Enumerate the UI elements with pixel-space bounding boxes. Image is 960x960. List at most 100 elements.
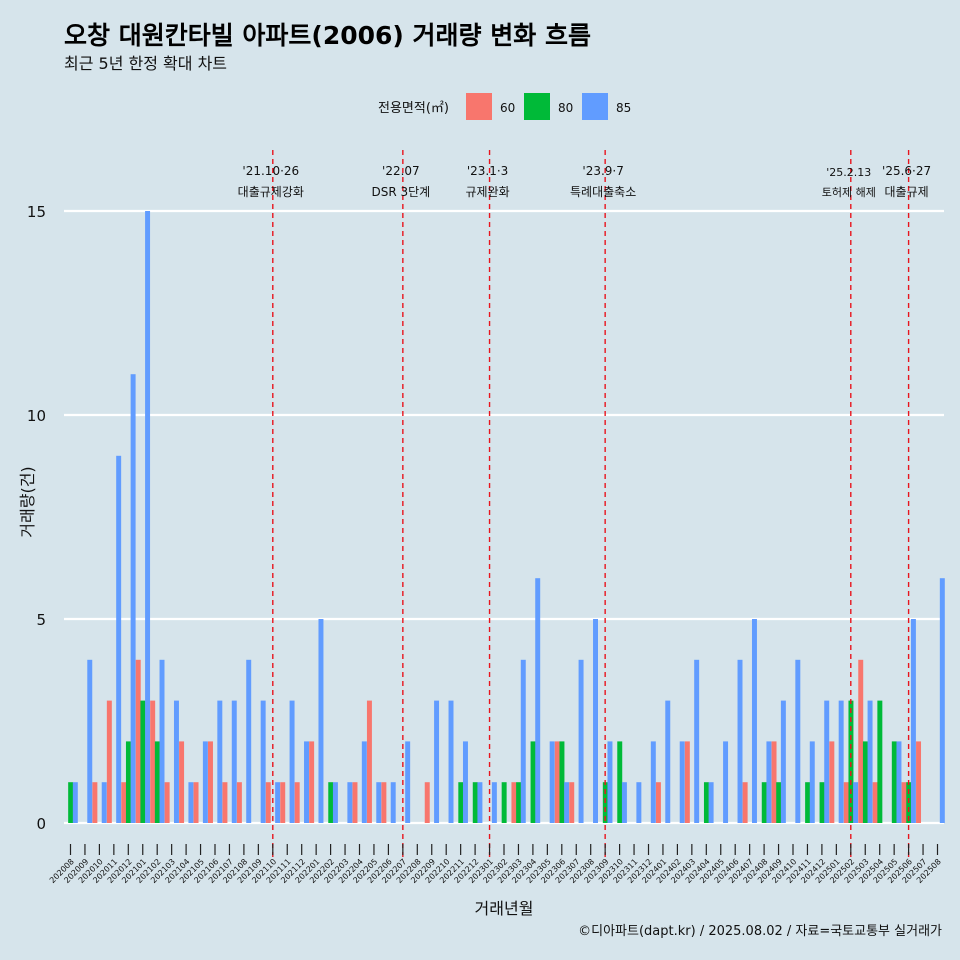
- gridlines: [64, 209, 944, 825]
- bar-202106-60: [208, 741, 213, 823]
- bar-202304-85: [535, 578, 541, 823]
- bars: [68, 211, 945, 823]
- bar-202201-85: [318, 619, 324, 823]
- bar-202506-60: [901, 782, 907, 823]
- bar-202110-85: [275, 782, 281, 823]
- legend-swatch-80: [524, 93, 550, 120]
- y-tick-label-0: 0: [36, 815, 46, 833]
- bar-202211-80: [458, 782, 464, 823]
- bar-202105-85: [202, 741, 208, 823]
- bar-202306-85: [564, 782, 570, 823]
- bar-202210-85: [448, 700, 454, 823]
- bar-202310-85: [621, 782, 627, 823]
- caption: ©디아파트(dapt.kr) / 2025.08.02 / 자료=국토교통부 실…: [578, 924, 942, 939]
- bar-202012-80: [125, 741, 131, 823]
- chart-title: 오창 대원칸타빌 아파트(2006) 거래량 변화 흐름: [64, 21, 591, 50]
- bar-202201-60: [309, 741, 315, 823]
- bar-202105-60: [193, 782, 199, 823]
- event-label-202309: 특례대출축소: [570, 185, 636, 199]
- bar-202202-85: [332, 782, 338, 823]
- bar-202503-80: [862, 741, 868, 823]
- bar-202102-60: [150, 700, 156, 823]
- bar-202302-80: [501, 782, 507, 823]
- bar-202110-60: [265, 782, 271, 823]
- bar-202202-80: [328, 782, 334, 823]
- bar-202107-60: [222, 782, 228, 823]
- bar-202103-85: [173, 700, 179, 823]
- bar-202503-60: [858, 659, 864, 823]
- y-tick-label-15: 15: [27, 203, 46, 221]
- bar-202209-60: [424, 782, 430, 823]
- bar-202205-85: [376, 782, 382, 823]
- chart-subtitle: 최근 5년 한정 확대 차트: [64, 54, 227, 73]
- legend-label-85: 85: [616, 101, 631, 115]
- bar-202401-60: [655, 782, 661, 823]
- bar-202305-85: [549, 741, 555, 823]
- event-date-202110: '21.10·26: [242, 164, 299, 178]
- bar-202306-80: [559, 741, 565, 823]
- bar-202112-60: [294, 782, 300, 823]
- bar-202508-85: [939, 578, 945, 823]
- bar-202012-85: [130, 374, 136, 823]
- bar-202502-85: [853, 782, 859, 823]
- x-axis: 2020082020092020102020112020122021012021…: [48, 844, 943, 885]
- bar-202101-60: [135, 659, 141, 823]
- bar-202204-60: [352, 782, 358, 823]
- event-date-202309: '23.9·7: [582, 164, 623, 178]
- bar-202403-85: [694, 659, 700, 823]
- bar-202209-85: [434, 700, 440, 823]
- bar-202109-85: [260, 700, 266, 823]
- bar-202212-85: [477, 782, 483, 823]
- bar-202008-85: [72, 782, 78, 823]
- bar-202211-85: [462, 741, 468, 823]
- bar-202408-85: [766, 741, 772, 823]
- bar-202505-85: [896, 741, 902, 823]
- bar-202307-85: [578, 659, 584, 823]
- bar-202503-85: [867, 700, 873, 823]
- bar-202203-85: [347, 782, 353, 823]
- bar-202408-80: [761, 782, 767, 823]
- bar-202303-80: [516, 782, 522, 823]
- bar-202502-80: [848, 700, 854, 823]
- event-label-202506: 대출규제: [885, 185, 929, 199]
- bar-202506-85: [910, 619, 916, 823]
- bar-202401-85: [665, 700, 671, 823]
- bar-202410-85: [795, 659, 801, 823]
- bar-202307-60: [569, 782, 575, 823]
- bar-202504-60: [872, 782, 878, 823]
- bar-202310-80: [617, 741, 623, 823]
- bar-202010-85: [101, 782, 107, 823]
- bar-202412-80: [819, 782, 825, 823]
- legend-title: 전용면적(㎡): [378, 101, 449, 116]
- bar-202407-85: [751, 619, 757, 823]
- event-annotations: '21.10·26 대출규제강화 '22.07 DSR 3단계 '23.1·3 규제완화 '…: [238, 164, 931, 199]
- y-axis-title: 거래량(건): [18, 466, 37, 537]
- bar-202012-60: [121, 782, 127, 823]
- bar-202303-85: [520, 659, 526, 823]
- bar-202111-85: [289, 700, 295, 823]
- bar-202104-60: [179, 741, 185, 823]
- bar-202411-85: [809, 741, 815, 823]
- bar-202205-60: [366, 700, 372, 823]
- bar-202403-60: [684, 741, 690, 823]
- bar-202206-85: [390, 782, 396, 823]
- bar-202404-80: [703, 782, 709, 823]
- bar-202102-80: [154, 741, 160, 823]
- bar-202010-60: [92, 782, 98, 823]
- bar-202501-85: [838, 700, 844, 823]
- event-date-202502: '25.2.13: [826, 166, 871, 179]
- bar-202407-60: [742, 782, 748, 823]
- event-date-202207: '22.07: [382, 164, 420, 178]
- bar-202311-85: [636, 782, 642, 823]
- y-tick-label-10: 10: [27, 407, 46, 425]
- bar-202306-60: [554, 741, 560, 823]
- bar-202303-60: [511, 782, 517, 823]
- legend-label-60: 60: [500, 101, 515, 115]
- legend-swatch-85: [582, 93, 608, 120]
- bar-202101-80: [140, 700, 146, 823]
- event-date-202301: '23.1·3: [467, 164, 508, 178]
- bar-202405-85: [723, 741, 729, 823]
- event-label-202502: 토허제 해제: [822, 185, 876, 199]
- bar-202008-80: [68, 782, 74, 823]
